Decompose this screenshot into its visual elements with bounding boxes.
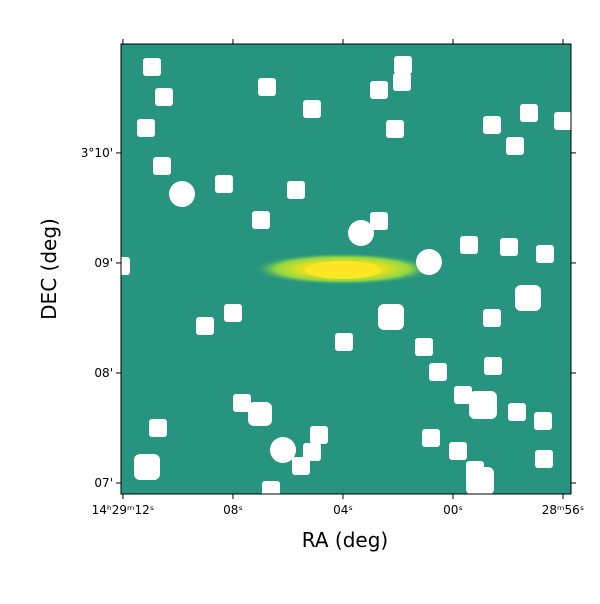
mask [252,211,270,229]
mask [137,119,155,137]
mask [393,73,411,91]
mask [348,220,374,246]
mask [149,419,167,437]
mask [335,333,353,351]
y-tick-label: 3°10' [81,146,113,160]
mask [394,56,412,74]
mask [536,245,554,263]
mask [303,100,321,118]
mask [515,285,541,311]
mask [429,363,447,381]
mask [535,450,553,468]
mask [153,157,171,175]
mask [292,457,310,475]
x-tick-label: 08ˢ [223,503,243,517]
mask [121,257,130,275]
mask [248,402,272,426]
x-tick-label: 04ˢ [333,503,353,517]
mask [506,137,524,155]
mask [270,437,296,463]
x-tick-label: 14ʰ29ᵐ12ˢ [92,503,155,517]
mask [258,78,276,96]
mask [416,249,442,275]
mask [469,391,497,419]
mask [483,116,501,134]
mask [262,481,280,494]
mask [483,309,501,327]
mask [460,236,478,254]
mask [449,442,467,460]
mask [520,104,538,122]
y-tick-label: 07' [94,476,113,490]
mask [378,304,404,330]
mask [422,429,440,447]
mask [484,357,502,375]
mask [169,181,195,207]
mask [287,181,305,199]
mask [466,467,494,494]
mask [155,88,173,106]
mask [303,443,321,461]
mask [534,412,552,430]
mask [415,338,433,356]
mask [508,403,526,421]
mask [370,212,388,230]
y-tick-label: 08' [94,366,113,380]
mask [215,175,233,193]
mask [500,238,518,256]
mask [143,58,161,76]
mask [370,81,388,99]
x-tick-label: 00ˢ [443,503,463,517]
y-axis-label: DEC (deg) [37,218,61,320]
mask [310,426,328,444]
image [121,44,571,494]
mask [134,454,160,480]
mask [224,304,242,322]
mask [386,120,404,138]
x-axis-label: RA (deg) [302,528,388,552]
mask [454,386,472,404]
plot-frame [120,43,572,495]
x-tick-label: 28ᵐ56ˢ [542,503,585,517]
mask [196,317,214,335]
mask [233,394,251,412]
mask [554,112,571,130]
y-tick-label: 09' [94,256,113,270]
